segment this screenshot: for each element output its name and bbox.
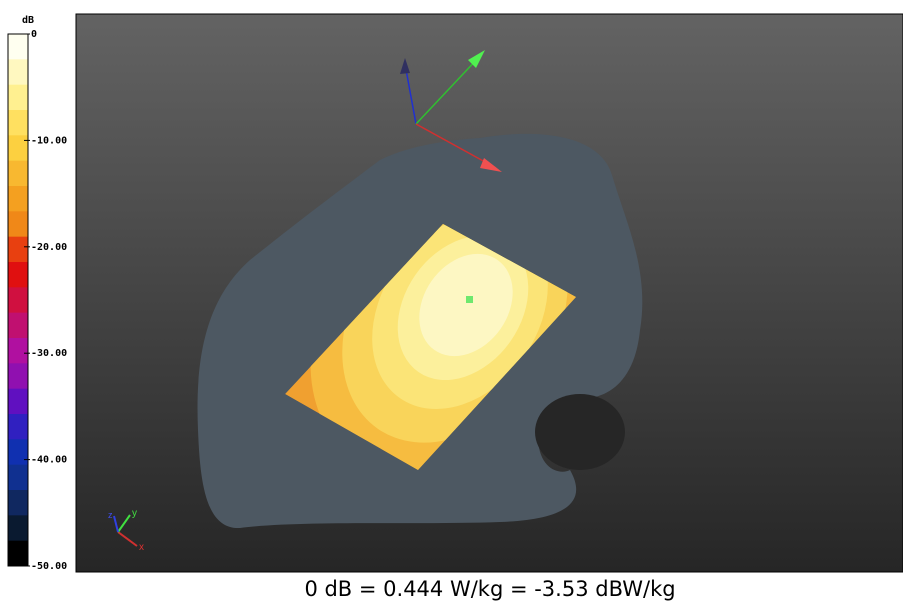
mini-x-label: x (139, 542, 144, 553)
caption: 0 dB = 0.444 W/kg = -3.53 dBW/kg (304, 577, 675, 601)
colorbar-band (8, 338, 28, 364)
colorbar-label: -10.00 (31, 135, 67, 146)
colorbar-band (8, 465, 28, 491)
colorbar-band (8, 541, 28, 567)
colorbar-label: -50.00 (31, 561, 67, 572)
colorbar-labels: 0 -10.00 -20.00 -30.00 -40.00 -50.00 (24, 29, 67, 572)
colorbar-band (8, 85, 28, 111)
colorbar-band (8, 439, 28, 465)
colorbar-band (8, 262, 28, 288)
colorbar-band (8, 135, 28, 161)
mini-y-label: y (132, 508, 137, 519)
phantom-notch (535, 394, 625, 470)
colorbar-band (8, 161, 28, 187)
colorbar-band (8, 414, 28, 440)
colorbar-band (8, 59, 28, 85)
page: dB 0 -10.00 -20.00 -30.00 -40.00 -50.00 x y z… (0, 0, 903, 603)
peak-marker (466, 296, 473, 303)
colorbar-band (8, 363, 28, 389)
colorbar-label: -40.00 (31, 455, 67, 466)
screenshot: dB 0 -10.00 -20.00 -30.00 -40.00 -50.00 x y z… (0, 0, 903, 603)
colorbar-band (8, 313, 28, 339)
colorbar-label: 0 (31, 29, 37, 40)
colorbar-unit: dB (22, 15, 34, 26)
mini-z-label: z (108, 510, 113, 520)
colorbar (8, 34, 28, 567)
colorbar-band (8, 237, 28, 263)
colorbar-band (8, 34, 28, 60)
colorbar-band (8, 389, 28, 415)
colorbar-label: -20.00 (31, 242, 67, 253)
colorbar-band (8, 490, 28, 516)
colorbar-band (8, 211, 28, 237)
colorbar-band (8, 186, 28, 212)
colorbar-band (8, 515, 28, 541)
colorbar-label: -30.00 (31, 348, 67, 359)
colorbar-band (8, 287, 28, 313)
colorbar-band (8, 110, 28, 136)
